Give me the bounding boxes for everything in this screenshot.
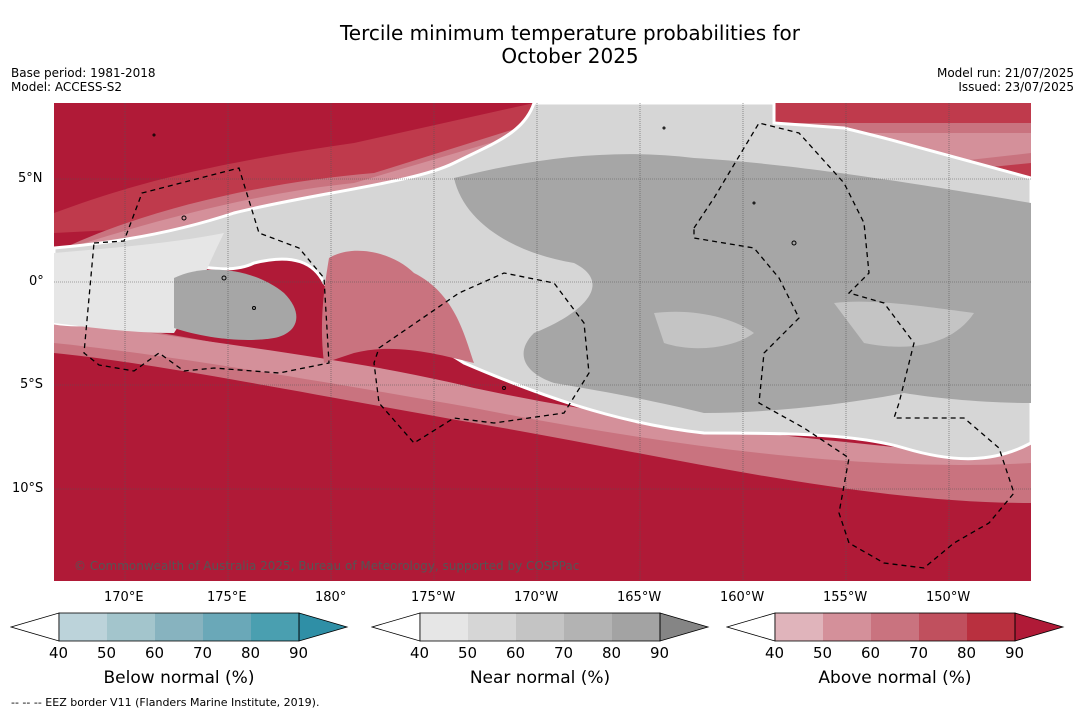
- lat-label-5s: 5°S: [20, 377, 44, 392]
- probability-map: © Commonwealth of Australia 2025, Bureau…: [54, 103, 1031, 581]
- cb-near-tick: 70: [554, 644, 574, 662]
- graticule: [54, 103, 1031, 581]
- lat-label-10s: 10°S: [12, 481, 44, 496]
- model-run: Model run: 21/07/2025: [936, 66, 1074, 80]
- map-title-line1: Tercile minimum temperature probabilitie…: [339, 21, 801, 45]
- model-name: Model: ACCESS-S2: [11, 80, 123, 94]
- lon-label-175w: 175°W: [411, 590, 456, 605]
- cb-below-tick: 40: [49, 644, 69, 662]
- eez-borders: [83, 122, 1015, 569]
- lon-label-170w: 170°W: [514, 590, 559, 605]
- lon-label-175e: 175°E: [207, 590, 247, 605]
- above-tongue: [321, 250, 474, 363]
- cb-near-tick: 60: [506, 644, 526, 662]
- lon-label-180: 180°: [315, 590, 347, 605]
- base-period: Base period: 1981-2018: [11, 66, 156, 80]
- eez-footnote: -- -- -- EEZ border V11 (Flanders Marine…: [11, 696, 320, 709]
- lon-label-170e: 170°E: [104, 590, 144, 605]
- lon-label-160w: 160°W: [720, 590, 765, 605]
- cb-above-tick: 70: [909, 644, 929, 662]
- above-band-south-50: [54, 318, 1031, 465]
- colorbar-below: [10, 612, 349, 642]
- lon-label-150w: 150°W: [926, 590, 971, 605]
- cb-near-tick: 90: [650, 644, 670, 662]
- colorbar-near: [371, 612, 710, 642]
- cb-near-tick: 40: [410, 644, 430, 662]
- cb-above-tick: 60: [861, 644, 881, 662]
- lon-label-155w: 155°W: [823, 590, 868, 605]
- cb-above-tick: 80: [957, 644, 977, 662]
- cb-above-tick: 50: [813, 644, 833, 662]
- cb-near-tick: 80: [602, 644, 622, 662]
- cb-below-tick: 90: [289, 644, 309, 662]
- islands: [152, 126, 797, 390]
- cb-below-tick: 70: [193, 644, 213, 662]
- near-band-80: [454, 154, 1031, 413]
- cb-above-tick: 90: [1005, 644, 1025, 662]
- cb-above-tick: 40: [765, 644, 785, 662]
- map-title-line2: October 2025: [501, 44, 639, 68]
- issued-date: Issued: 23/07/2025: [958, 80, 1074, 94]
- near-band-80-west: [174, 269, 297, 340]
- colorbar-below-label: Below normal (%): [103, 668, 255, 688]
- lat-label-5n: 5°N: [18, 171, 43, 186]
- lon-label-165w: 165°W: [617, 590, 662, 605]
- colorbar-above: [726, 612, 1065, 642]
- cb-below-tick: 80: [241, 644, 261, 662]
- cb-below-tick: 60: [145, 644, 165, 662]
- cb-near-tick: 50: [458, 644, 478, 662]
- cb-below-tick: 50: [97, 644, 117, 662]
- colorbar-above-label: Above normal (%): [818, 668, 972, 688]
- near-band-60-patch-east: [834, 301, 974, 347]
- near-band-60-patch: [654, 311, 754, 349]
- lat-label-0: 0°: [29, 274, 44, 289]
- colorbar-near-label: Near normal (%): [469, 668, 611, 688]
- copyright-text: © Commonwealth of Australia 2025, Bureau…: [74, 559, 579, 573]
